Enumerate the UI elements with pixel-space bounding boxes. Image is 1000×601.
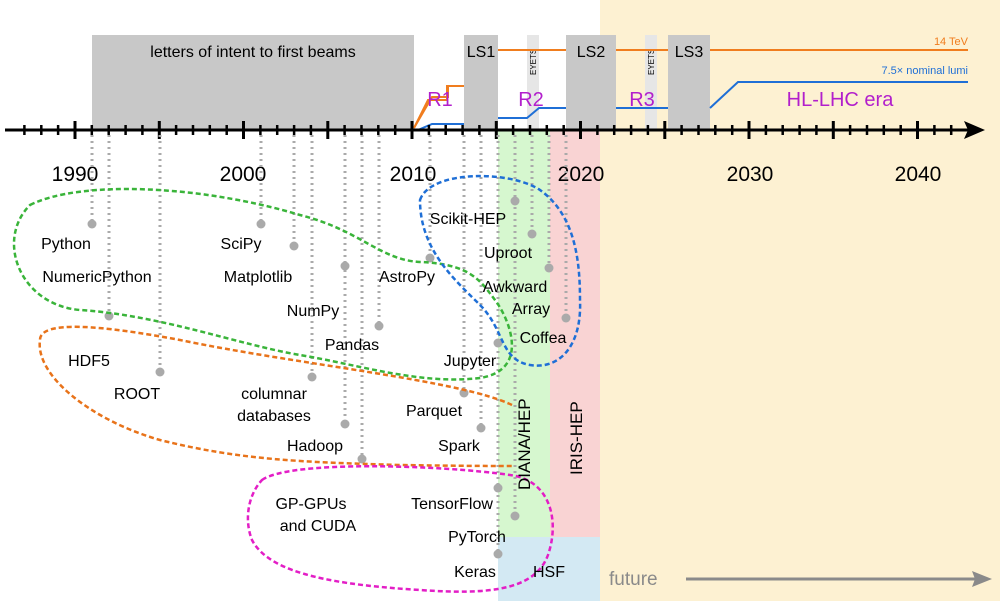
year-2030: 2030	[727, 163, 774, 186]
label-numpy: NumPy	[287, 303, 339, 320]
eyets-block-2	[645, 35, 657, 130]
header-block-label: letters of intent to first beams	[150, 44, 355, 61]
eyets-label-1: EYETS	[529, 49, 538, 75]
label-pandas: Pandas	[325, 337, 379, 354]
label-gp-gpus: GP-GPUs	[275, 496, 346, 513]
energy-line-path	[413, 49, 968, 129]
year-1990: 1990	[52, 163, 99, 186]
label-columnar: columnar	[241, 386, 307, 403]
time-axis-arrowhead	[964, 121, 985, 139]
label-uproot: Uproot	[484, 245, 533, 262]
ls1-block	[464, 35, 498, 130]
label-matplotlib: Matplotlib	[224, 269, 293, 286]
hsf-label: HSF	[533, 564, 565, 581]
iris-hep-label: IRIS-HEP	[567, 401, 586, 475]
future-background	[600, 0, 1000, 601]
label-array: Array	[512, 301, 550, 318]
header-block	[92, 35, 414, 130]
eyets-label-2: EYETS	[647, 49, 656, 75]
label-and-cuda: and CUDA	[280, 518, 357, 535]
year-2010: 2010	[390, 163, 437, 186]
ls3-label: LS3	[675, 44, 704, 61]
diana-hep-band	[498, 130, 550, 537]
year-2000: 2000	[220, 163, 267, 186]
label-tensorflow: TensorFlow	[411, 496, 493, 513]
label-spark: Spark	[438, 438, 481, 455]
ls1-label: LS1	[467, 44, 496, 61]
ls2-block	[566, 35, 616, 130]
label-keras: Keras	[454, 564, 496, 581]
label-numericpython: NumericPython	[42, 269, 151, 286]
label-parquet: Parquet	[406, 403, 463, 420]
python-ecosystem-loop	[12, 187, 514, 381]
label-scipy: SciPy	[221, 236, 262, 253]
label-astropy: AstroPy	[379, 269, 435, 286]
hl-lhc-era-label: HL-LHC era	[787, 89, 895, 111]
scikit-hep-loop	[418, 174, 582, 367]
lumi-line-path	[417, 81, 968, 131]
eyets-block-1	[527, 35, 539, 130]
energy-label: 14 TeV	[934, 36, 969, 48]
label-awkward: Awkward	[483, 279, 548, 296]
machine-learning-loop	[246, 465, 554, 593]
label-hadoop: Hadoop	[287, 438, 343, 455]
label-hdf5: HDF5	[68, 353, 110, 370]
label-jupyter: Jupyter	[444, 353, 497, 370]
run-r2-label: R2	[518, 89, 544, 111]
future-label: future	[609, 569, 658, 590]
future-arrowhead	[972, 571, 992, 587]
axis-ticks	[23, 121, 953, 139]
year-2040: 2040	[895, 163, 942, 186]
label-coffea: Coffea	[520, 330, 567, 347]
drop-lines	[90, 135, 568, 554]
iris-hep-band	[550, 130, 600, 537]
ls2-label: LS2	[577, 44, 606, 61]
diana-hep-label: DIANA/HEP	[515, 398, 534, 490]
ls3-block	[668, 35, 710, 130]
lumi-label: 7.5× nominal lumi	[881, 65, 968, 77]
run-r1-label: R1	[427, 89, 453, 111]
label-databases: databases	[237, 408, 311, 425]
label-pytorch: PyTorch	[448, 529, 506, 546]
year-2020: 2020	[558, 163, 605, 186]
run-r3-label: R3	[629, 89, 655, 111]
label-scikit-hep: Scikit-HEP	[430, 211, 506, 228]
label-root: ROOT	[114, 386, 160, 403]
label-python: Python	[41, 236, 91, 253]
data-storage-loop	[38, 325, 513, 468]
